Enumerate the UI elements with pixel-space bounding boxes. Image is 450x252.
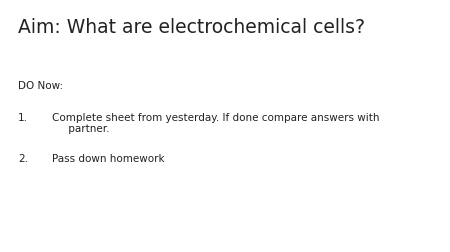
Text: Complete sheet from yesterday. If done compare answers with
     partner.: Complete sheet from yesterday. If done c…: [52, 112, 379, 134]
Text: Pass down homework: Pass down homework: [52, 154, 164, 164]
Text: 2.: 2.: [18, 154, 28, 164]
Text: Aim: What are electrochemical cells?: Aim: What are electrochemical cells?: [18, 18, 365, 37]
Text: 1.: 1.: [18, 112, 28, 122]
Text: DO Now:: DO Now:: [18, 81, 63, 91]
